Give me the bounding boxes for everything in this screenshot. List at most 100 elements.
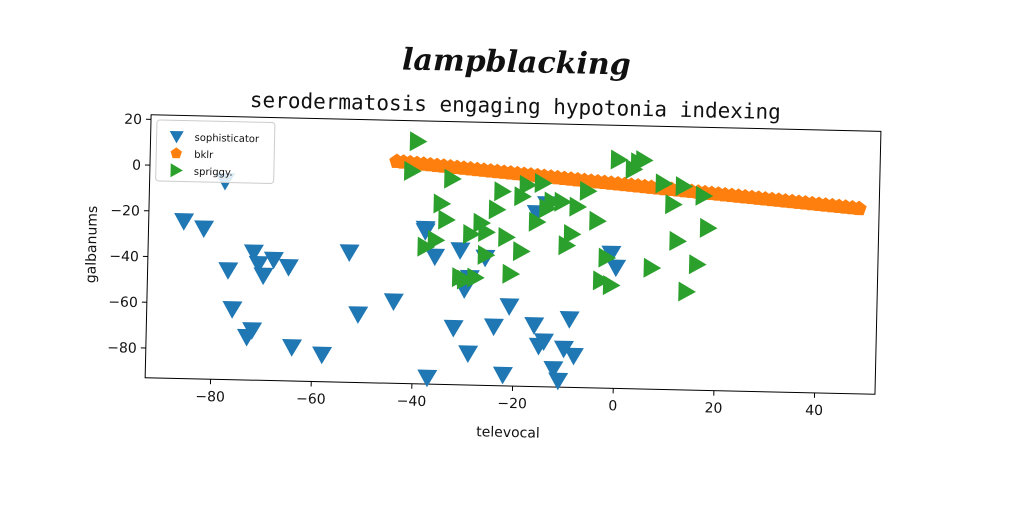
point-spriggy [678, 281, 696, 302]
point-spriggy [438, 209, 456, 230]
point-spriggy [610, 149, 629, 170]
point-sophisticator [417, 369, 438, 388]
point-sophisticator [194, 220, 215, 239]
x-tick-label: −60 [296, 391, 326, 408]
point-spriggy [514, 186, 532, 207]
point-spriggy [477, 244, 496, 265]
point-spriggy [665, 194, 683, 215]
point-spriggy [579, 180, 598, 201]
y-tick-label: −40 [109, 249, 139, 266]
point-sophisticator [236, 328, 257, 347]
y-tick-label: −60 [108, 294, 138, 311]
x-tick-label: 40 [805, 403, 823, 419]
point-bklr [851, 200, 867, 216]
point-sophisticator [278, 258, 299, 277]
x-tick-label: −40 [397, 393, 427, 410]
x-tick-label: −20 [497, 396, 527, 413]
legend-marker [170, 147, 182, 159]
x-axis: −80 −60 −40 −20 0 20 40 [195, 379, 823, 419]
point-spriggy [675, 176, 694, 197]
point-spriggy [488, 199, 507, 220]
y-axis-label: galbanums [83, 206, 101, 284]
y-tick-label: −80 [107, 340, 137, 357]
point-sophisticator [339, 244, 360, 262]
x-tick-label: 20 [704, 400, 722, 416]
point-spriggy [498, 227, 516, 248]
point-sophisticator [563, 347, 584, 366]
point-sophisticator [492, 366, 513, 385]
point-sophisticator [553, 340, 574, 359]
x-tick-label: −80 [195, 389, 225, 406]
point-spriggy [519, 174, 538, 195]
point-spriggy [563, 223, 582, 244]
point-spriggy [554, 191, 573, 212]
point-sophisticator [243, 244, 264, 263]
point-sophisticator [499, 298, 520, 316]
point-sophisticator [174, 213, 195, 231]
point-sophisticator [559, 310, 580, 329]
point-spriggy [598, 247, 617, 268]
point-sophisticator [606, 259, 627, 278]
point-spriggy [478, 222, 496, 243]
y-axis: 20 0 −20 −40 −60 −80 [107, 112, 152, 357]
x-tick-label: 0 [608, 398, 617, 414]
chart-figure: lampblacking serodermatosis engaging hyp… [83, 42, 882, 442]
point-sophisticator [543, 360, 564, 379]
point-spriggy [569, 196, 588, 217]
point-spriggy [589, 210, 607, 231]
point-sophisticator [263, 251, 284, 270]
legend-frame [155, 119, 276, 185]
point-spriggy [602, 275, 621, 296]
point-sophisticator [483, 318, 504, 337]
point-spriggy [643, 257, 662, 278]
point-spriggy [473, 212, 492, 233]
point-sophisticator [348, 306, 369, 324]
point-sophisticator [253, 267, 274, 286]
point-spriggy [528, 211, 547, 232]
y-tick-label: 0 [132, 158, 141, 174]
chart-suptitle: lampblacking [402, 42, 631, 82]
point-sophisticator [383, 293, 404, 311]
point-spriggy [699, 217, 718, 238]
point-spriggy [409, 131, 428, 152]
point-spriggy [655, 173, 674, 194]
plot-area-frame [144, 114, 882, 395]
point-spriggy [494, 181, 512, 202]
point-sophisticator [312, 346, 333, 365]
point-spriggy [467, 267, 485, 288]
point-sophisticator [443, 319, 464, 338]
point-spriggy [456, 269, 475, 290]
point-spriggy [630, 152, 649, 173]
point-sophisticator [450, 242, 471, 260]
point-sophisticator [425, 248, 446, 267]
point-sophisticator [548, 372, 569, 391]
point-spriggy [403, 160, 422, 181]
point-spriggy [433, 193, 452, 214]
point-spriggy [534, 172, 553, 193]
point-sophisticator [282, 339, 303, 357]
point-sophisticator [415, 223, 436, 241]
legend-label-bklr: bklr [194, 150, 214, 161]
point-sophisticator [458, 345, 479, 364]
point-spriggy [669, 230, 687, 251]
legend-label-sophisticator: sophisticator [194, 133, 260, 145]
y-tick-label: 20 [124, 112, 142, 128]
point-spriggy [502, 263, 521, 284]
point-spriggy [544, 191, 562, 212]
point-spriggy [417, 236, 436, 257]
point-sophisticator [524, 317, 545, 335]
point-spriggy [512, 241, 531, 262]
point-spriggy [592, 270, 611, 291]
point-sophisticator [222, 301, 243, 319]
data-marks [174, 131, 867, 391]
point-sophisticator [248, 255, 269, 274]
point-spriggy [444, 168, 462, 189]
point-spriggy [462, 223, 481, 244]
point-spriggy [695, 185, 714, 206]
point-spriggy [688, 254, 707, 275]
legend-marker [169, 130, 184, 144]
y-tick-label: −20 [110, 203, 140, 220]
point-sophisticator [601, 245, 622, 264]
point-spriggy [427, 230, 446, 251]
